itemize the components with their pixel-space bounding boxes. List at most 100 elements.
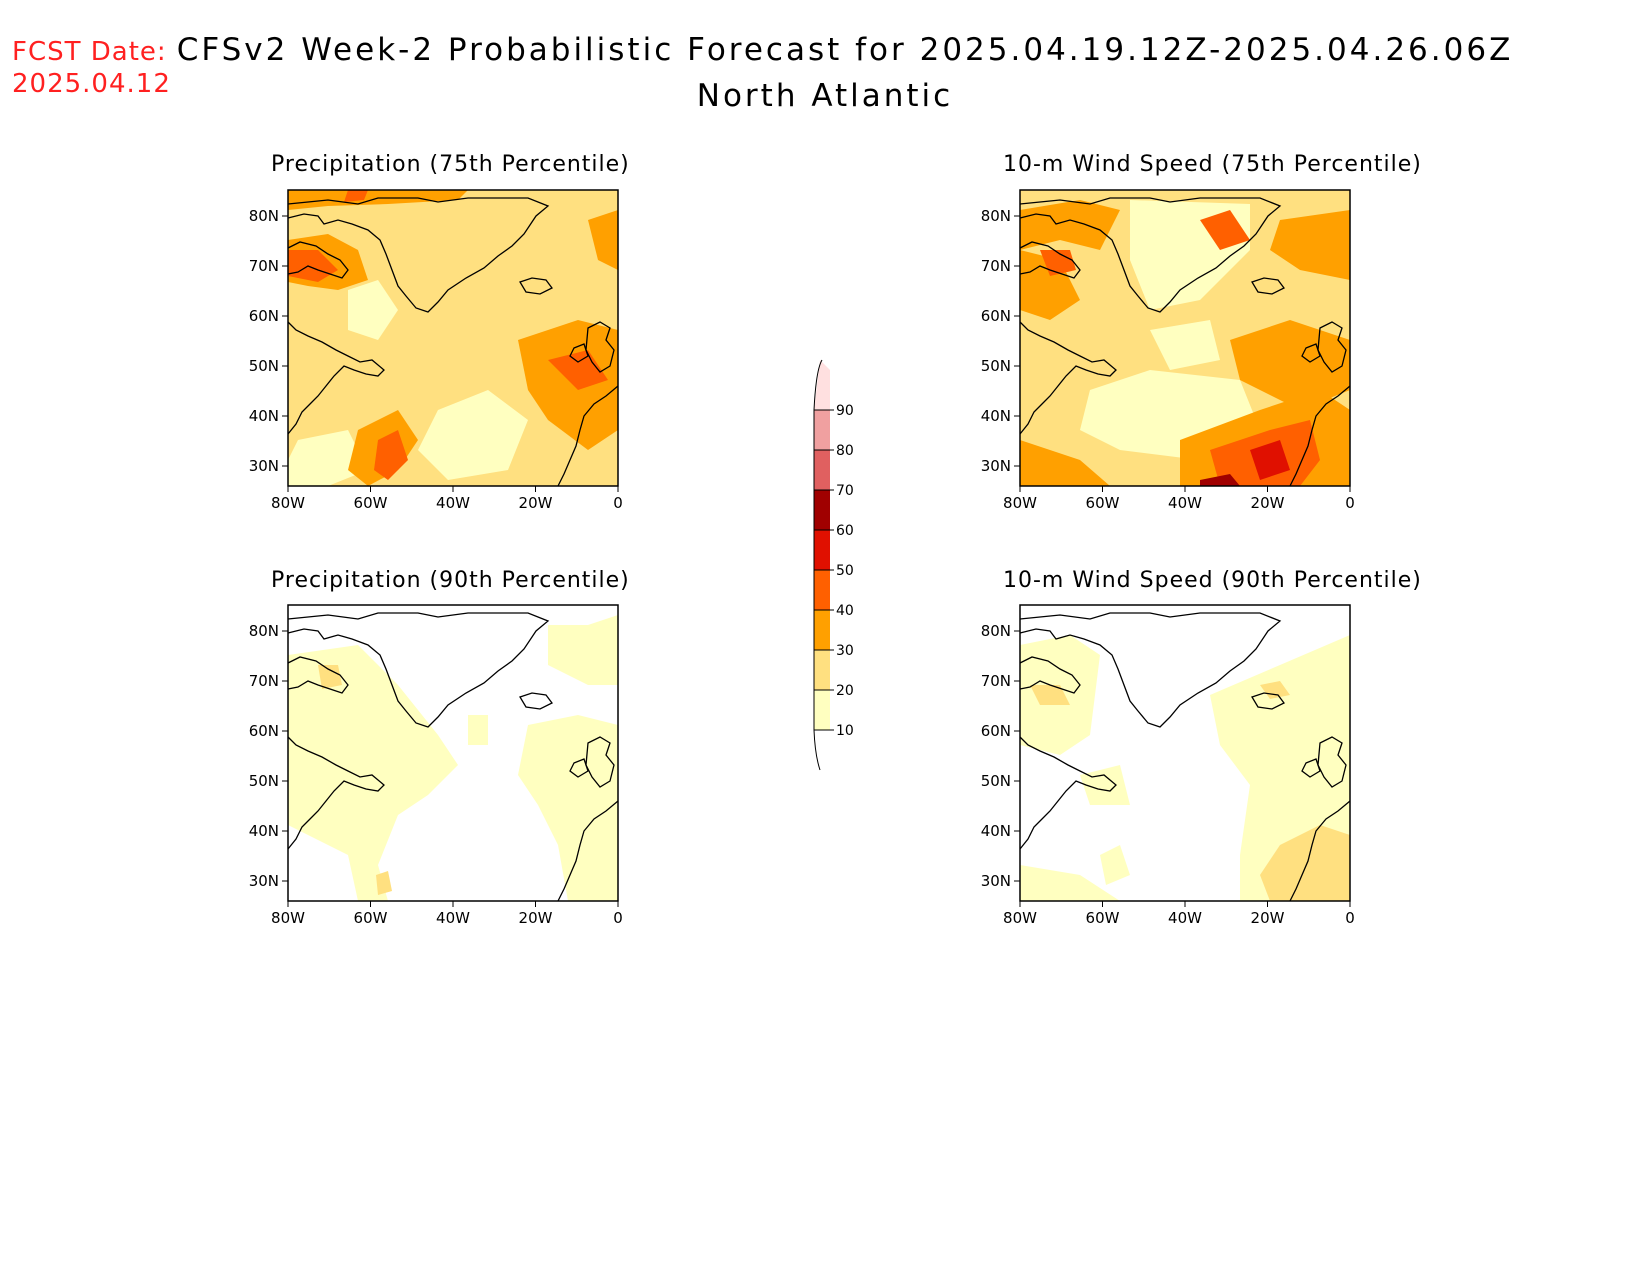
- colorbar-swatch: [814, 650, 830, 690]
- coastline: [287, 321, 385, 435]
- colorbar-label: 50: [836, 563, 854, 579]
- probability-shading: [548, 350, 608, 390]
- lat-label: 60N: [981, 722, 1011, 740]
- map-content: 80N 70N 60N 50N 40N 30N 80W 60W 40W 20W 0: [981, 189, 1355, 512]
- colorbar-swatch: [814, 570, 830, 610]
- probability-shading: [1250, 440, 1290, 480]
- probability-shading: [1260, 825, 1350, 901]
- forecast-date-label: FCST Date:: [12, 37, 167, 67]
- lat-label: 30N: [249, 457, 279, 475]
- probability-shading: [1100, 845, 1130, 885]
- lon-label: 60W: [354, 909, 388, 927]
- panel-title-wind-75: 10-m Wind Speed (75th Percentile): [1003, 152, 1422, 177]
- lon-label: 60W: [1086, 909, 1120, 927]
- colorbar-swatch: [814, 450, 830, 490]
- lon-label: 20W: [1251, 494, 1285, 512]
- probability-shading: [1020, 250, 1080, 320]
- probability-shading: [1020, 440, 1110, 486]
- lat-label: 40N: [981, 822, 1011, 840]
- lat-label: 50N: [249, 772, 279, 790]
- coastline: [1019, 241, 1081, 279]
- lat-label: 50N: [981, 772, 1011, 790]
- probability-shading: [1020, 200, 1120, 250]
- probability-shading: [344, 190, 368, 202]
- probability-shading: [288, 190, 618, 486]
- colorbar-swatch: [814, 360, 830, 410]
- probability-shading: [1200, 474, 1240, 486]
- lon-label: 20W: [519, 909, 553, 927]
- map-panel-wind-90: 80N 70N 60N 50N 40N 30N 80W 60W 40W 20W 0: [981, 604, 1355, 927]
- lon-label: 80W: [1003, 909, 1037, 927]
- lat-label: 60N: [249, 307, 279, 325]
- coastline: [557, 385, 619, 487]
- probability-shading: [1020, 865, 1120, 901]
- panel-title-wind-90: 10-m Wind Speed (90th Percentile): [1003, 568, 1422, 593]
- lat-label: 40N: [249, 822, 279, 840]
- coastline: [287, 612, 550, 728]
- probability-shading: [1260, 681, 1290, 699]
- probability-shading: [548, 615, 618, 685]
- probability-shading: [374, 430, 408, 480]
- coastline: [1317, 321, 1347, 373]
- probability-shading: [1150, 320, 1220, 370]
- colorbar-label: 20: [836, 683, 854, 699]
- lat-label: 30N: [981, 872, 1011, 890]
- lon-label: 80W: [271, 494, 305, 512]
- lat-label: 80N: [249, 622, 279, 640]
- colorbar-label: 40: [836, 603, 854, 619]
- coastline: [1301, 758, 1321, 778]
- lat-label: 70N: [981, 672, 1011, 690]
- colorbar-label: 60: [836, 523, 854, 539]
- coastline: [1301, 343, 1321, 363]
- colorbar-swatch: [814, 690, 830, 730]
- probability-shading: [1200, 210, 1250, 250]
- probability-shading: [288, 645, 458, 901]
- coastline: [1019, 656, 1081, 694]
- lat-label: 50N: [249, 357, 279, 375]
- lat-label: 50N: [981, 357, 1011, 375]
- colorbar-swatch: [814, 490, 830, 530]
- lon-label: 80W: [271, 909, 305, 927]
- probability-shading: [418, 390, 528, 480]
- colorbar-edge: [813, 359, 823, 411]
- probability-shading: [288, 430, 368, 486]
- page-subtitle: North Atlantic: [696, 78, 954, 114]
- lon-label: 0: [1345, 909, 1355, 927]
- lon-label: 40W: [1168, 909, 1202, 927]
- probability-shading: [318, 665, 342, 689]
- coastline: [1251, 277, 1285, 295]
- probability-shading: [518, 320, 618, 450]
- coastline: [585, 321, 615, 373]
- lat-label: 60N: [249, 722, 279, 740]
- map-panel-wind-75: 80N 70N 60N 50N 40N 30N 80W 60W 40W 20W 0: [981, 189, 1355, 512]
- coastline: [1289, 800, 1351, 902]
- lon-label: 60W: [1086, 494, 1120, 512]
- lat-label: 80N: [981, 622, 1011, 640]
- coastline: [287, 197, 550, 313]
- map-content: 80N 70N 60N 50N 40N 30N 80W 60W 40W 20W 0: [981, 604, 1355, 927]
- coastline: [1251, 692, 1285, 710]
- colorbar-label: 30: [836, 643, 854, 659]
- panel-title-precip-90: Precipitation (90th Percentile): [271, 568, 630, 593]
- forecast-date-value: 2025.04.12: [12, 69, 171, 99]
- lon-label: 20W: [519, 494, 553, 512]
- probability-shading: [518, 715, 618, 901]
- coastline: [519, 277, 553, 295]
- map-panel-precip-75: 80N 70N 60N 50N 40N 30N 80W 60W 40W 20W 0: [249, 189, 623, 512]
- lat-label: 80N: [981, 207, 1011, 225]
- probability-shading: [376, 871, 392, 895]
- probability-shading: [1270, 210, 1350, 280]
- coastline: [287, 656, 349, 694]
- coastline: [1317, 736, 1347, 788]
- coastline: [519, 692, 553, 710]
- coastline: [585, 736, 615, 788]
- coastline: [569, 343, 589, 363]
- colorbar-label: 10: [836, 723, 854, 739]
- colorbar-swatch: [814, 610, 830, 650]
- lon-label: 20W: [1251, 909, 1285, 927]
- coastline: [1019, 197, 1282, 313]
- colorbar-swatch: [814, 410, 830, 450]
- probability-shading: [1030, 685, 1070, 705]
- coastline: [1019, 736, 1117, 850]
- page-title: CFSv2 Week-2 Probabilistic Forecast for …: [176, 32, 1514, 68]
